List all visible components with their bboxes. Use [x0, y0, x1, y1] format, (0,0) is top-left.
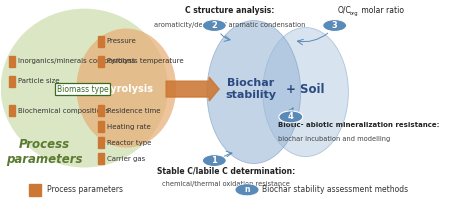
Text: O/C: O/C	[337, 6, 351, 15]
Bar	[10, 105, 15, 116]
Text: chemical/thermal oxidation resistance: chemical/thermal oxidation resistance	[162, 181, 290, 187]
Bar	[29, 184, 40, 196]
Text: Biochar
stability: Biochar stability	[226, 78, 276, 100]
Text: Biochar stability assessment methods: Biochar stability assessment methods	[262, 185, 408, 194]
Bar	[99, 137, 104, 148]
Circle shape	[202, 20, 226, 31]
Text: Pyrolysis: Pyrolysis	[103, 84, 153, 94]
Bar	[99, 36, 104, 47]
Circle shape	[235, 184, 259, 196]
Text: C structure analysis:: C structure analysis:	[185, 6, 275, 15]
Text: Stable C/labile C determination:: Stable C/labile C determination:	[157, 166, 295, 175]
Circle shape	[279, 111, 303, 123]
Text: Heating rate: Heating rate	[107, 124, 150, 130]
Text: Process parameters: Process parameters	[46, 185, 123, 194]
Text: Inorganics/minerals compositions: Inorganics/minerals compositions	[18, 58, 135, 64]
FancyArrow shape	[166, 77, 219, 101]
Text: n: n	[244, 185, 250, 194]
Text: aromaticity/degree of aromatic condensation: aromaticity/degree of aromatic condensat…	[154, 22, 306, 28]
Ellipse shape	[263, 28, 348, 157]
Bar	[10, 56, 15, 67]
Text: Biomass type: Biomass type	[57, 85, 108, 94]
Text: biochar incubation and modelling: biochar incubation and modelling	[278, 136, 390, 142]
Bar	[99, 153, 104, 164]
Bar	[10, 76, 15, 87]
Ellipse shape	[76, 28, 176, 148]
Text: Pyrolysis temperature: Pyrolysis temperature	[107, 58, 183, 64]
Text: Biochemical compositions: Biochemical compositions	[18, 108, 109, 114]
Text: Process
parameters: Process parameters	[6, 138, 83, 166]
Text: 2: 2	[212, 21, 217, 30]
Text: 1: 1	[212, 156, 217, 165]
Text: Residence time: Residence time	[107, 108, 160, 114]
Bar	[99, 121, 104, 132]
Text: Biotic- abiotic mineralization resistance:: Biotic- abiotic mineralization resistanc…	[278, 122, 439, 128]
Ellipse shape	[207, 21, 301, 164]
Text: Reactor type: Reactor type	[107, 140, 151, 146]
Text: molar ratio: molar ratio	[359, 6, 404, 15]
Text: Carrier gas: Carrier gas	[107, 156, 145, 162]
Text: Particle size: Particle size	[18, 78, 59, 84]
Text: org: org	[350, 11, 358, 16]
Text: + Soil: + Soil	[286, 83, 325, 96]
Text: 3: 3	[332, 21, 338, 30]
Circle shape	[323, 20, 347, 31]
Text: 4: 4	[288, 112, 294, 121]
Text: Pressure: Pressure	[107, 38, 137, 44]
Bar	[99, 56, 104, 67]
Circle shape	[202, 155, 226, 167]
Ellipse shape	[1, 9, 168, 168]
Bar	[99, 105, 104, 116]
